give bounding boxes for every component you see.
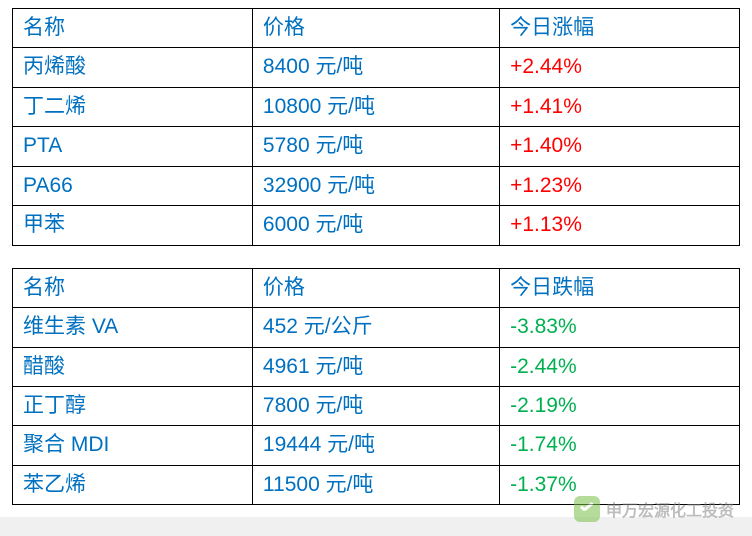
table-row: 醋酸 4961 元/吨 -2.44% <box>13 347 740 386</box>
table-row: 丙烯酸 8400 元/吨 +2.44% <box>13 48 740 87</box>
cell-price: 32900 元/吨 <box>252 166 499 205</box>
table-row: 正丁醇 7800 元/吨 -2.19% <box>13 386 740 425</box>
table-row: 丁二烯 10800 元/吨 +1.41% <box>13 87 740 126</box>
cell-change-up: +1.23% <box>500 166 740 205</box>
table-row: 维生素 VA 452 元/公斤 -3.83% <box>13 308 740 347</box>
cell-name: 聚合 MDI <box>13 426 253 465</box>
cell-price: 10800 元/吨 <box>252 87 499 126</box>
cell-change-down: -1.74% <box>500 426 740 465</box>
cell-name: 丙烯酸 <box>13 48 253 87</box>
table-row: 聚合 MDI 19444 元/吨 -1.74% <box>13 426 740 465</box>
tables-container: 名称 价格 今日涨幅 丙烯酸 8400 元/吨 +2.44% 丁二烯 10800… <box>0 0 752 517</box>
cell-price: 19444 元/吨 <box>252 426 499 465</box>
cell-change-up: +1.13% <box>500 206 740 245</box>
table-row: PTA 5780 元/吨 +1.40% <box>13 127 740 166</box>
col-header-name: 名称 <box>13 268 253 307</box>
cell-name: 丁二烯 <box>13 87 253 126</box>
cell-change-up: +1.41% <box>500 87 740 126</box>
wechat-icon <box>574 496 600 522</box>
cell-change-down: -2.44% <box>500 347 740 386</box>
gainers-table: 名称 价格 今日涨幅 丙烯酸 8400 元/吨 +2.44% 丁二烯 10800… <box>12 8 740 246</box>
cell-name: PA66 <box>13 166 253 205</box>
cell-name: 醋酸 <box>13 347 253 386</box>
cell-change-up: +1.40% <box>500 127 740 166</box>
cell-price: 7800 元/吨 <box>252 386 499 425</box>
cell-price: 6000 元/吨 <box>252 206 499 245</box>
col-header-price: 价格 <box>252 9 499 48</box>
watermark: 申万宏源化工投资 <box>574 496 734 522</box>
cell-change-down: -2.19% <box>500 386 740 425</box>
cell-name: 正丁醇 <box>13 386 253 425</box>
cell-price: 4961 元/吨 <box>252 347 499 386</box>
cell-name: 苯乙烯 <box>13 465 253 504</box>
table-row: 甲苯 6000 元/吨 +1.13% <box>13 206 740 245</box>
col-header-price: 价格 <box>252 268 499 307</box>
cell-price: 452 元/公斤 <box>252 308 499 347</box>
cell-name: 甲苯 <box>13 206 253 245</box>
cell-price: 11500 元/吨 <box>252 465 499 504</box>
cell-name: 维生素 VA <box>13 308 253 347</box>
col-header-change: 今日跌幅 <box>500 268 740 307</box>
losers-table: 名称 价格 今日跌幅 维生素 VA 452 元/公斤 -3.83% 醋酸 496… <box>12 268 740 506</box>
cell-change-down: -3.83% <box>500 308 740 347</box>
cell-change-up: +2.44% <box>500 48 740 87</box>
table-row: PA66 32900 元/吨 +1.23% <box>13 166 740 205</box>
cell-price: 8400 元/吨 <box>252 48 499 87</box>
cell-name: PTA <box>13 127 253 166</box>
table-header-row: 名称 价格 今日涨幅 <box>13 9 740 48</box>
watermark-text: 申万宏源化工投资 <box>606 497 734 521</box>
col-header-name: 名称 <box>13 9 253 48</box>
cell-price: 5780 元/吨 <box>252 127 499 166</box>
col-header-change: 今日涨幅 <box>500 9 740 48</box>
table-header-row: 名称 价格 今日跌幅 <box>13 268 740 307</box>
